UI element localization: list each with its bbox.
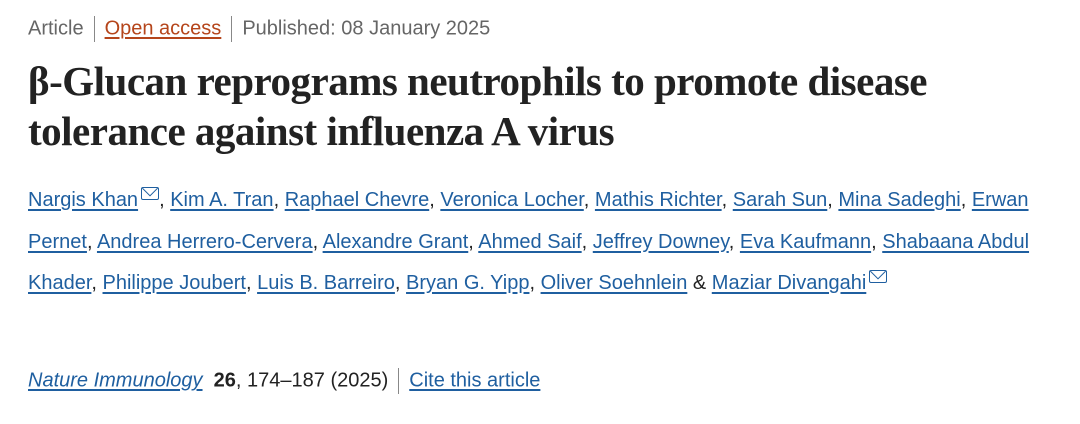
author-list: Nargis Khan, Kim A. Tran, Raphael Chevre…	[28, 187, 1030, 295]
author-link[interactable]: Luis B. Barreiro	[257, 272, 395, 294]
author-link[interactable]: Veronica Locher	[440, 189, 584, 211]
author-link[interactable]: Oliver Soehnlein	[540, 272, 688, 294]
published-date: Published: 08 January 2025	[242, 17, 491, 40]
volume: 26	[213, 369, 236, 392]
author-link[interactable]: Andrea Herrero-Cervera	[96, 230, 313, 253]
article-title: β-Glucan reprograms neutrophils to promo…	[28, 58, 927, 154]
author-link[interactable]: Alexandre Grant	[322, 230, 469, 253]
author-link[interactable]: Kim A. Tran	[170, 189, 274, 211]
journal-link[interactable]: Nature Immunology	[28, 369, 203, 392]
author-link[interactable]: Raphael Chevre	[284, 189, 430, 211]
envelope-icon[interactable]	[869, 270, 888, 283]
author-link[interactable]: Erwan Pernet	[28, 189, 1029, 253]
divider	[93, 16, 95, 42]
pages-year: , 174–187 (2025)	[235, 369, 389, 392]
divider	[231, 16, 233, 42]
author-link[interactable]: Nargis Khan	[28, 189, 139, 211]
author-link[interactable]: Sarah Sun	[732, 189, 828, 211]
article-meta: Article Open access Published: 08 January …	[28, 16, 490, 42]
author-link[interactable]: Bryan G. Yipp	[406, 272, 530, 294]
envelope-icon[interactable]	[141, 187, 160, 200]
divider	[398, 368, 400, 394]
citation: Nature Immunology 26, 174–187 (2025) Cite…	[28, 368, 540, 394]
author-link[interactable]: Mina Sadeghi	[838, 189, 961, 211]
author-link[interactable]: Ahmed Saif	[478, 230, 582, 253]
author-link[interactable]: Maziar Divangahi	[711, 272, 867, 294]
author-link[interactable]: Eva Kaufmann	[739, 230, 872, 253]
author-link[interactable]: Mathis Richter	[594, 189, 722, 211]
article-type: Article	[28, 17, 84, 40]
author-link[interactable]: Philippe Joubert	[102, 272, 246, 294]
author-link[interactable]: Shabaana Abdul Khader	[28, 230, 1030, 295]
cite-this-article-link[interactable]: Cite this article	[409, 369, 541, 392]
author-link[interactable]: Jeffrey Downey	[592, 230, 729, 253]
open-access-link[interactable]: Open access	[104, 17, 222, 40]
